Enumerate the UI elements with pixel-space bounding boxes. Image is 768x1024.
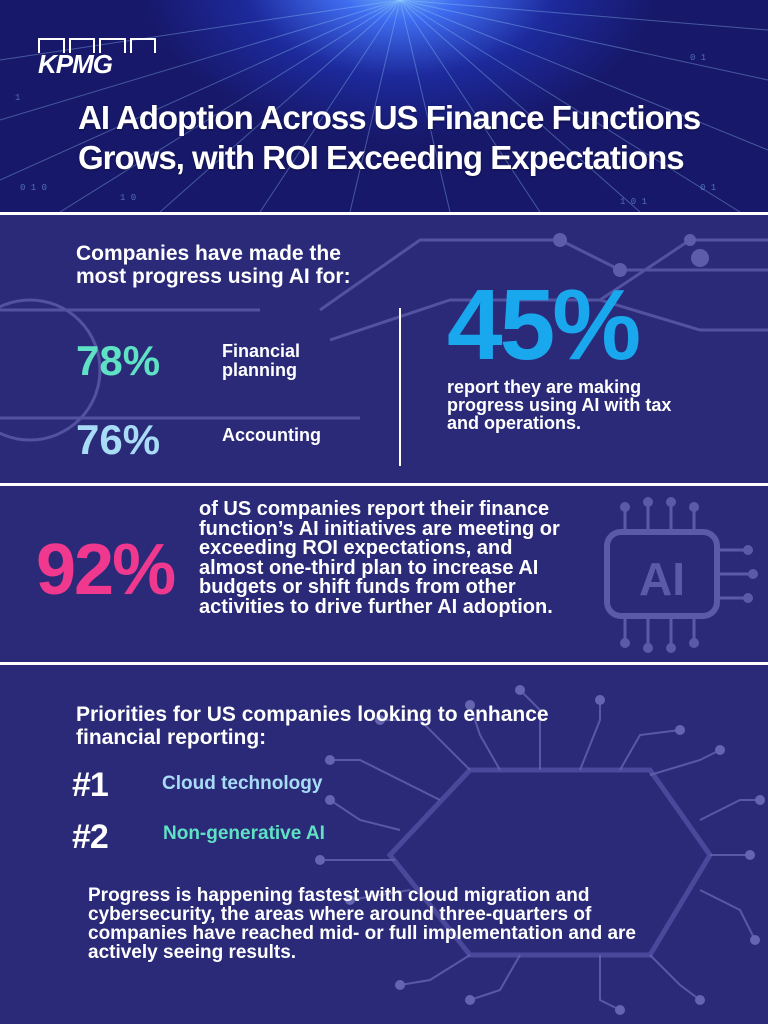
- logo-boxes-graphic: [38, 38, 156, 53]
- progress-summary-text: Progress is happening fastest with cloud…: [88, 885, 636, 963]
- logo-text: KPMG: [38, 49, 113, 79]
- progress-intro: Companies have made the most progress us…: [76, 242, 351, 288]
- svg-text:1 0: 1 0: [120, 193, 136, 203]
- divider: [0, 483, 768, 486]
- tax-operations-percent: 45%: [447, 269, 641, 381]
- svg-text:0 1: 0 1: [690, 53, 706, 63]
- kpmg-logo: KPMG: [38, 38, 156, 79]
- financial-planning-percent: 78%: [76, 337, 161, 384]
- accounting-label: Accounting: [222, 425, 321, 445]
- vertical-divider: [399, 308, 401, 466]
- priority-label-1: Cloud technology: [162, 773, 323, 794]
- priority-rank-1: #1: [72, 766, 109, 804]
- ai-chip-label: AI: [639, 553, 685, 605]
- tax-operations-text: report they are making progress using AI…: [447, 377, 672, 433]
- accounting-percent: 76%: [76, 416, 161, 463]
- svg-text:0 1 0: 0 1 0: [20, 183, 47, 193]
- svg-text:1 0 1: 1 0 1: [620, 197, 647, 207]
- page-title: AI Adoption Across US Finance Functions …: [78, 99, 701, 176]
- divider: [0, 662, 768, 665]
- svg-text:0 1: 0 1: [700, 183, 716, 193]
- priority-label-2: Non-generative AI: [163, 823, 325, 844]
- light-rays-graphic: 0 1 0 1 0 0 1 1 0 1 0 1 1: [0, 0, 768, 212]
- roi-percent: 92%: [36, 530, 176, 610]
- financial-planning-label: Financial planning: [222, 341, 301, 380]
- ai-chip-icon: AI: [604, 497, 758, 653]
- priority-rank-2: #2: [72, 818, 109, 856]
- priorities-title: Priorities for US companies looking to e…: [76, 703, 549, 749]
- roi-text: of US companies report their finance fun…: [199, 498, 560, 618]
- svg-text:1: 1: [15, 93, 20, 103]
- divider: [0, 212, 768, 215]
- hero-banner: 0 1 0 1 0 0 1 1 0 1 0 1 1 KPMG AI Adoption …: [0, 0, 768, 212]
